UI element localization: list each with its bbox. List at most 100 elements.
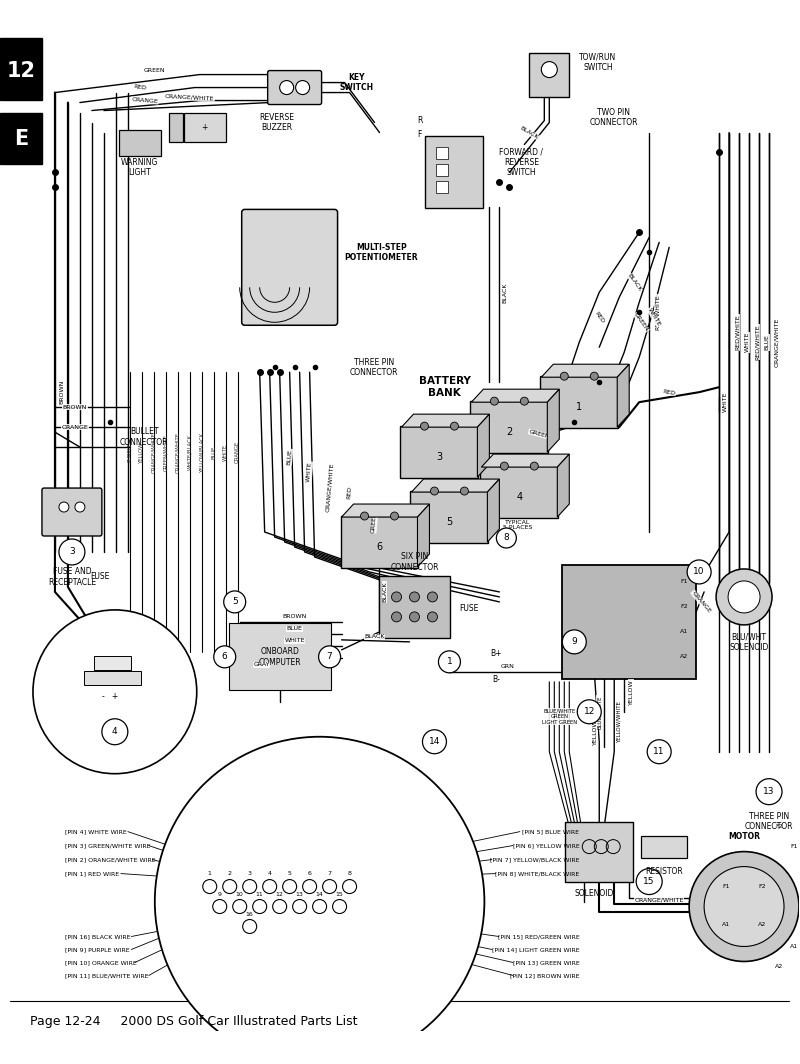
Text: [PIN 9] PURPLE WIRE: [PIN 9] PURPLE WIRE — [65, 947, 130, 952]
Text: WHITE: WHITE — [722, 392, 727, 413]
Text: GREEN: GREEN — [633, 312, 650, 333]
Polygon shape — [471, 389, 559, 402]
Text: FUSE: FUSE — [460, 604, 479, 614]
Circle shape — [253, 899, 266, 914]
Text: BLU/WHT
SOLENOID: BLU/WHT SOLENOID — [730, 632, 769, 651]
Text: WHITE: WHITE — [223, 444, 228, 461]
Text: [PIN 16] BLACK WIRE: [PIN 16] BLACK WIRE — [65, 934, 130, 940]
Text: [PIN 1] RED WIRE: [PIN 1] RED WIRE — [65, 871, 119, 876]
Text: BLACK: BLACK — [503, 282, 508, 302]
Text: 12: 12 — [6, 61, 35, 81]
FancyBboxPatch shape — [169, 113, 182, 143]
Text: THREE PIN
CONNECTOR: THREE PIN CONNECTOR — [350, 358, 398, 377]
Text: [PIN 13] GREEN WIRE: [PIN 13] GREEN WIRE — [513, 960, 579, 965]
Text: 3: 3 — [436, 452, 442, 462]
Circle shape — [438, 651, 461, 672]
Text: ORANGE: ORANGE — [62, 425, 88, 430]
Text: [PIN 2] ORANGE/WHITE WIRE: [PIN 2] ORANGE/WHITE WIRE — [65, 858, 155, 862]
Circle shape — [33, 610, 197, 774]
FancyBboxPatch shape — [341, 516, 418, 568]
Text: BLUE: BLUE — [211, 446, 216, 459]
Text: TYPICAL
5 PLACES: TYPICAL 5 PLACES — [502, 519, 532, 531]
Circle shape — [422, 730, 446, 753]
Text: ORANGE/WHITE: ORANGE/WHITE — [774, 317, 779, 367]
Polygon shape — [618, 364, 630, 427]
Text: 15: 15 — [643, 877, 655, 886]
Circle shape — [318, 646, 341, 668]
Text: REVERSE
BUZZER: REVERSE BUZZER — [260, 113, 294, 132]
Text: ORANGE/WHITE: ORANGE/WHITE — [165, 94, 214, 101]
Text: BROWN: BROWN — [59, 380, 65, 404]
Text: THREE PIN
CONNECTOR: THREE PIN CONNECTOR — [745, 812, 794, 831]
Text: WHITE: WHITE — [745, 332, 750, 352]
Text: ONBOARD
COMPUTER: ONBOARD COMPUTER — [258, 647, 301, 666]
Text: A2: A2 — [680, 654, 688, 660]
Text: [PIN 4] WHITE WIRE: [PIN 4] WHITE WIRE — [65, 829, 126, 834]
Circle shape — [542, 62, 558, 78]
Text: [PIN 14] LIGHT GREEN WIRE: [PIN 14] LIGHT GREEN WIRE — [492, 947, 579, 952]
Text: E: E — [14, 130, 28, 149]
Text: 7: 7 — [326, 652, 333, 662]
Text: 13: 13 — [296, 892, 303, 897]
Text: FUSE AND
RECEPTACLE: FUSE AND RECEPTACLE — [48, 567, 96, 586]
FancyBboxPatch shape — [470, 401, 548, 453]
Text: YELLOW/WHITE: YELLOW/WHITE — [617, 701, 622, 743]
Text: 2: 2 — [506, 427, 513, 437]
Text: YELLOW: YELLOW — [593, 719, 598, 745]
Circle shape — [282, 880, 297, 894]
FancyBboxPatch shape — [480, 466, 558, 518]
Circle shape — [102, 719, 128, 745]
Circle shape — [75, 502, 85, 512]
Circle shape — [202, 880, 217, 894]
Polygon shape — [418, 504, 430, 567]
Text: 3: 3 — [248, 871, 252, 876]
Text: B-: B- — [493, 676, 500, 684]
FancyBboxPatch shape — [229, 624, 330, 691]
Text: 1: 1 — [576, 402, 582, 412]
Text: R: R — [417, 116, 422, 124]
Circle shape — [155, 736, 484, 1064]
FancyBboxPatch shape — [530, 52, 570, 97]
Text: WHITE: WHITE — [647, 307, 662, 328]
Text: A1: A1 — [790, 944, 798, 949]
Text: 16: 16 — [246, 912, 254, 917]
Text: BROWN: BROWN — [62, 404, 87, 410]
FancyBboxPatch shape — [268, 70, 322, 104]
Circle shape — [636, 868, 662, 895]
Circle shape — [687, 560, 711, 584]
Text: FUSE: FUSE — [90, 572, 110, 581]
FancyBboxPatch shape — [0, 37, 42, 100]
Text: YELLOW: YELLOW — [629, 679, 634, 704]
Circle shape — [496, 528, 516, 548]
Text: RESISTOR: RESISTOR — [646, 867, 683, 876]
Text: BATTERY
BANK: BATTERY BANK — [418, 377, 470, 398]
Text: WHITE: WHITE — [306, 462, 313, 482]
Polygon shape — [547, 389, 559, 452]
Circle shape — [427, 592, 438, 602]
Text: RED: RED — [594, 311, 605, 325]
Text: B+: B+ — [490, 649, 502, 659]
FancyBboxPatch shape — [42, 488, 102, 536]
Text: TOW/RUN
SWITCH: TOW/RUN SWITCH — [579, 53, 617, 72]
Text: BLACK: BLACK — [519, 126, 539, 139]
Text: F1: F1 — [790, 844, 798, 849]
Text: 5: 5 — [446, 517, 453, 527]
Circle shape — [590, 372, 598, 380]
FancyBboxPatch shape — [437, 182, 449, 194]
FancyBboxPatch shape — [437, 148, 449, 160]
Text: TWO PIN
CONNECTOR: TWO PIN CONNECTOR — [590, 107, 638, 128]
Text: [PIN 3] GREEN/WHITE WIRE: [PIN 3] GREEN/WHITE WIRE — [65, 843, 150, 848]
FancyBboxPatch shape — [562, 565, 696, 679]
FancyBboxPatch shape — [119, 130, 161, 156]
Text: 9: 9 — [571, 637, 577, 646]
Circle shape — [450, 422, 458, 430]
Text: 8: 8 — [503, 533, 510, 543]
Text: [PIN 12] BROWN WIRE: [PIN 12] BROWN WIRE — [510, 972, 579, 978]
FancyBboxPatch shape — [0, 113, 42, 165]
Circle shape — [59, 539, 85, 565]
Text: 11: 11 — [256, 892, 263, 897]
FancyBboxPatch shape — [566, 821, 634, 882]
Text: WHITE/BLACK: WHITE/BLACK — [187, 434, 192, 470]
Text: BLUE/WHITE: BLUE/WHITE — [597, 695, 602, 729]
Text: -   +: - + — [102, 693, 118, 701]
